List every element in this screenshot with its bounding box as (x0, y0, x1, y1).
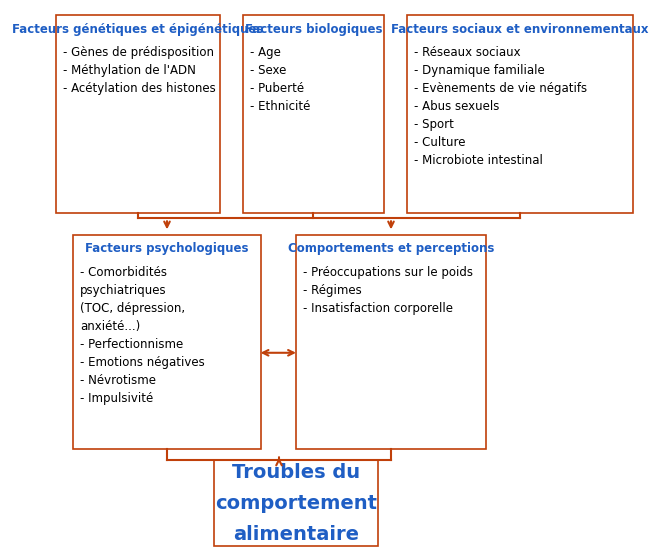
Text: - Préoccupations sur le poids
- Régimes
- Insatisfaction corporelle: - Préoccupations sur le poids - Régimes … (303, 266, 473, 315)
Text: - Comorbidités
psychiatriques
(TOC, dépression,
anxiété...)
- Perfectionnisme
- : - Comorbidités psychiatriques (TOC, dépr… (80, 266, 205, 405)
FancyBboxPatch shape (407, 15, 633, 213)
Text: Troubles du
comportement
alimentaire: Troubles du comportement alimentaire (215, 463, 377, 544)
Text: Facteurs psychologiques: Facteurs psychologiques (85, 242, 249, 255)
Text: - Réseaux sociaux
- Dynamique familiale
- Evènements de vie négatifs
- Abus sexu: - Réseaux sociaux - Dynamique familiale … (414, 46, 587, 167)
Text: Facteurs sociaux et environnementaux: Facteurs sociaux et environnementaux (391, 22, 649, 36)
Text: - Age
- Sexe
- Puberté
- Ethnicité: - Age - Sexe - Puberté - Ethnicité (250, 46, 311, 113)
Text: - Gènes de prédisposition
- Méthylation de l'ADN
- Acétylation des histones: - Gènes de prédisposition - Méthylation … (63, 46, 216, 95)
FancyBboxPatch shape (56, 15, 220, 213)
Text: Facteurs génétiques et épigénétiques: Facteurs génétiques et épigénétiques (12, 22, 264, 36)
FancyBboxPatch shape (214, 460, 378, 547)
Text: Comportements et perceptions: Comportements et perceptions (288, 242, 494, 255)
FancyBboxPatch shape (73, 235, 261, 449)
FancyBboxPatch shape (243, 15, 384, 213)
FancyBboxPatch shape (296, 235, 486, 449)
Text: Facteurs biologiques: Facteurs biologiques (244, 22, 382, 36)
